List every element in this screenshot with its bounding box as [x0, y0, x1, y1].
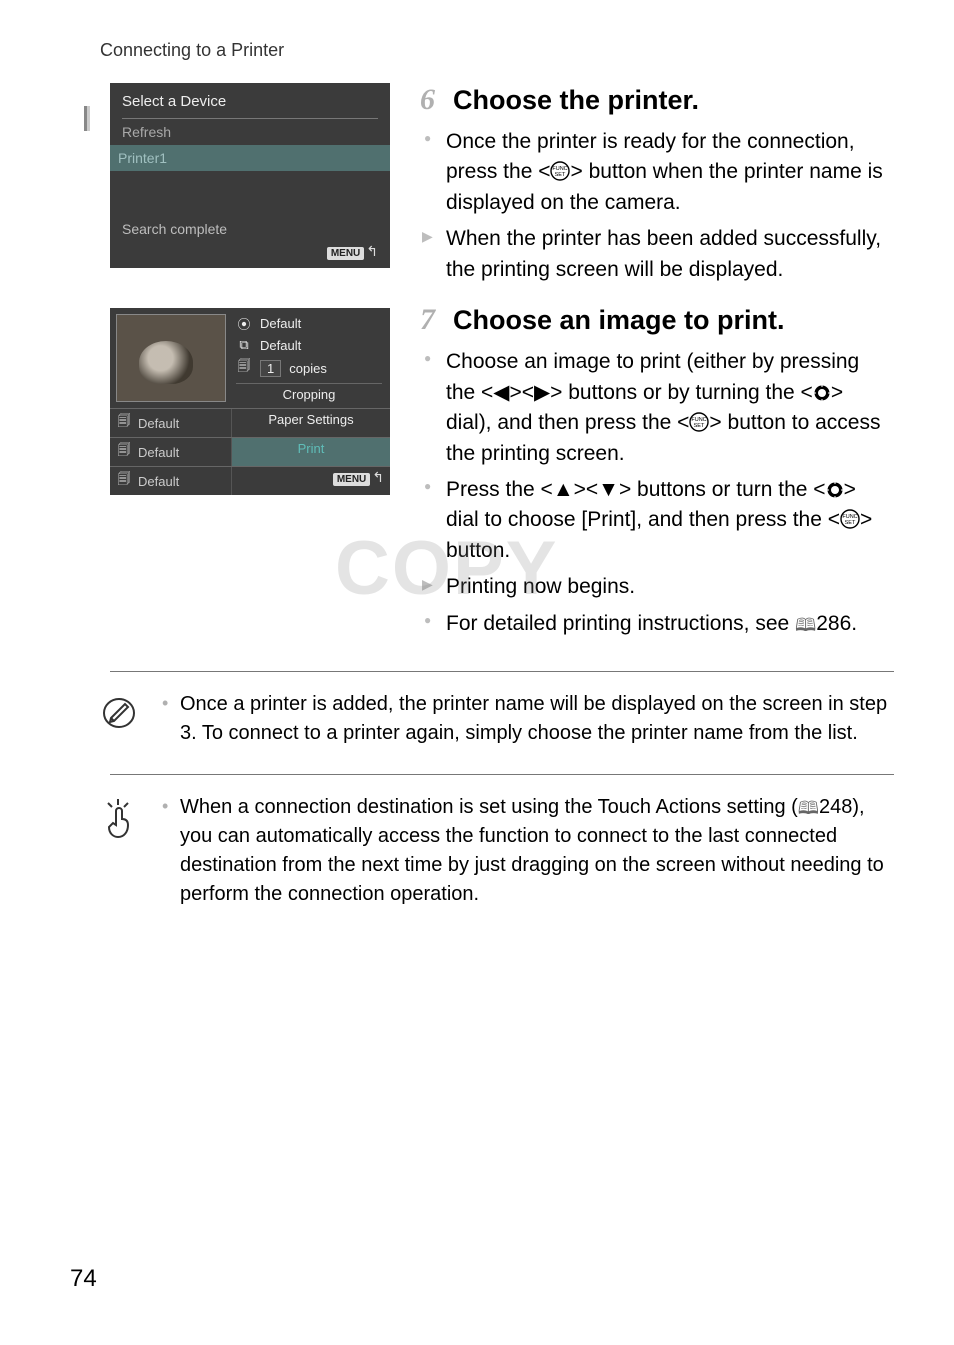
page-icon: 🗐 — [116, 470, 132, 492]
divider — [110, 671, 894, 672]
svg-text:SET: SET — [694, 423, 705, 429]
func-set-icon: FUNCSET — [689, 412, 709, 432]
up-arrow-icon: ▲ — [553, 478, 574, 501]
text-part: Press the < — [446, 478, 553, 501]
step-number: 7 — [420, 303, 435, 337]
step-6-bullets: Once the printer is ready for the connec… — [420, 127, 894, 285]
copies-icon: 🗐 — [236, 357, 252, 379]
back-arrow-icon: ↰ — [372, 469, 384, 485]
left-column: Select a Device Refresh Printer1 Search … — [110, 83, 390, 645]
print-info-row: 🗐 1 copies — [236, 357, 382, 379]
printer-row: Printer1 — [110, 145, 390, 171]
row-left-text: Default — [138, 416, 179, 431]
svg-text:SET: SET — [845, 520, 856, 526]
header-section-title: Connecting to a Printer — [100, 40, 894, 61]
row-left-text: Default — [138, 445, 179, 460]
step-heading-7: 7 Choose an image to print. — [420, 303, 894, 337]
clock-icon: ⦿ — [236, 314, 252, 333]
print-bottom-row: 🗐 Default Paper Settings — [110, 408, 390, 437]
image-icon: ⧉ — [236, 337, 252, 353]
print-info-row: ⧉ Default — [236, 337, 382, 353]
book-icon: 🕮 — [795, 612, 816, 638]
row-left: 🗐 Default — [110, 438, 232, 466]
camera-screen-print: ⦿ Default ⧉ Default 🗐 1 copies Croppin — [110, 308, 390, 495]
copies-count: 1 — [260, 360, 281, 377]
bullet-item: Printing now begins. — [420, 572, 894, 602]
print-bottom-row: 🗐 Default MENU↰ — [110, 466, 390, 495]
print-info-row: ⦿ Default — [236, 314, 382, 333]
divider — [110, 774, 894, 775]
svg-text:SET: SET — [555, 172, 566, 178]
print-info-text: Default — [260, 338, 301, 353]
print-info: ⦿ Default ⧉ Default 🗐 1 copies Croppin — [232, 308, 390, 408]
dial-icon — [826, 481, 844, 499]
menu-cell: MENU↰ — [232, 467, 390, 495]
camera-screen-select-device: Select a Device Refresh Printer1 Search … — [110, 83, 390, 268]
step-title: Choose an image to print. — [453, 305, 785, 336]
note-block-1: Once a printer is added, the printer nam… — [100, 690, 894, 748]
bullet-item: Once the printer is ready for the connec… — [420, 127, 894, 218]
row-left: 🗐 Default — [110, 467, 232, 495]
page-icon: 🗐 — [116, 412, 132, 434]
menu-badge: MENU — [333, 473, 370, 486]
print-info-text: copies — [289, 361, 327, 376]
note-block-2: When a connection destination is set usi… — [100, 793, 894, 909]
down-arrow-icon: ▼ — [598, 478, 619, 501]
right-column: 6 Choose the printer. Once the printer i… — [420, 83, 894, 645]
paper-settings-label: Paper Settings — [232, 409, 390, 437]
menu-badge: MENU — [327, 247, 364, 260]
refresh-row: Refresh — [122, 118, 378, 145]
step-heading-6: 6 Choose the printer. — [420, 83, 894, 117]
row-left-text: Default — [138, 474, 179, 489]
book-icon: 🕮 — [798, 795, 819, 821]
search-complete-label: Search complete — [122, 221, 378, 237]
note-text: Once a printer is added, the printer nam… — [166, 690, 894, 748]
note-text: When a connection destination is set usi… — [166, 793, 894, 909]
print-bottom-row: 🗐 Default Print — [110, 437, 390, 466]
cropping-label: Cropping — [236, 383, 382, 405]
print-label-active: Print — [232, 438, 390, 466]
func-set-icon: FUNCSET — [550, 161, 570, 181]
text-part: When a connection destination is set usi… — [180, 796, 798, 818]
section-marker — [84, 106, 90, 131]
page-number: 74 — [70, 1265, 97, 1293]
step-title: Choose the printer. — [453, 85, 699, 116]
print-screen-top: ⦿ Default ⧉ Default 🗐 1 copies Croppin — [110, 308, 390, 408]
menu-back: MENU↰ — [122, 243, 378, 260]
bullet-item: Press the <▲><▼> buttons or turn the <> … — [420, 475, 894, 566]
back-arrow-icon: ↰ — [366, 243, 378, 259]
right-arrow-icon: ▶ — [534, 381, 550, 404]
left-arrow-icon: ◀ — [493, 381, 509, 404]
func-set-icon: FUNCSET — [840, 509, 860, 529]
screen-title: Select a Device — [122, 93, 378, 110]
text-part: >< — [574, 478, 599, 501]
bullet-item: When the printer has been added successf… — [420, 224, 894, 285]
text-part: > buttons or by turning the < — [550, 381, 813, 404]
step-7-bullets: Choose an image to print (either by pres… — [420, 347, 894, 639]
bullet-item: Choose an image to print (either by pres… — [420, 347, 894, 469]
bullet-item: For detailed printing instructions, see … — [420, 609, 894, 639]
page-icon: 🗐 — [116, 441, 132, 463]
text-part: 286. — [816, 612, 857, 635]
print-thumbnail — [116, 314, 226, 402]
print-info-text: Default — [260, 316, 301, 331]
text-part: > buttons or turn the < — [619, 478, 826, 501]
two-column-layout: Select a Device Refresh Printer1 Search … — [110, 83, 894, 645]
page-content: Connecting to a Printer Select a Device … — [0, 0, 954, 949]
touch-hand-icon — [100, 793, 142, 909]
step-number: 6 — [420, 83, 435, 117]
text-part: For detailed printing instructions, see — [446, 612, 795, 635]
pencil-note-icon — [100, 690, 142, 748]
row-left: 🗐 Default — [110, 409, 232, 437]
text-part: >< — [509, 381, 534, 404]
dial-icon — [813, 384, 831, 402]
